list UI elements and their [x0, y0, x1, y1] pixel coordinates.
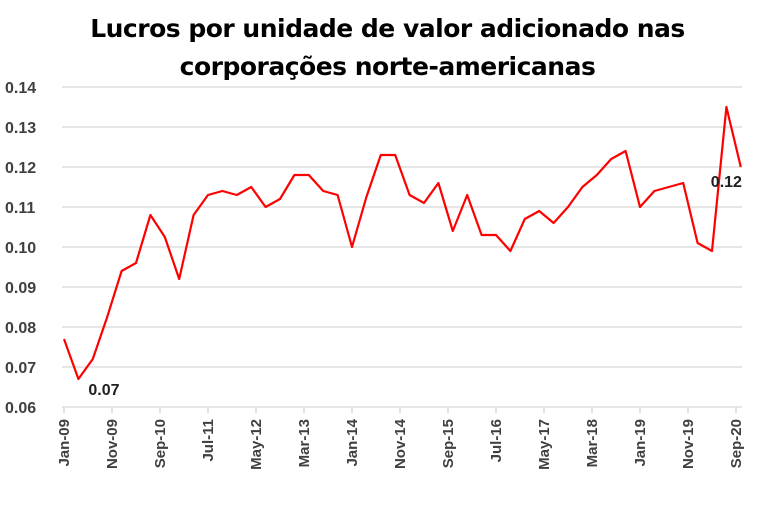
- y-tick-label: 0.10: [5, 240, 36, 257]
- y-tick-label: 0.09: [5, 280, 36, 297]
- y-tick-label: 0.12: [5, 160, 36, 177]
- x-tick-label: Mar-18: [584, 419, 601, 467]
- y-tick-label: 0.06: [5, 400, 36, 417]
- y-tick-label: 0.13: [5, 120, 36, 137]
- chart-title-line-2: corporações norte-americanas: [179, 52, 596, 81]
- x-tick-label: Sep-15: [440, 419, 457, 468]
- x-tick-label: Jan-14: [344, 418, 361, 466]
- chart-title-line-1: Lucros por unidade de valor adicionado n…: [90, 14, 685, 43]
- x-tick-label: May-12: [248, 419, 265, 470]
- x-tick-label: Nov-19: [680, 419, 697, 469]
- x-tick-label: Jul-11: [200, 419, 217, 462]
- x-tick-label: May-17: [536, 419, 553, 470]
- x-tick-label: Jul-16: [488, 419, 505, 462]
- x-tick-label: Sep-10: [152, 419, 169, 468]
- x-tick-label: Sep-20: [728, 419, 745, 468]
- y-tick-label: 0.08: [5, 320, 36, 337]
- y-tick-label: 0.14: [5, 80, 36, 97]
- y-tick-label: 0.07: [5, 360, 36, 377]
- data-label: 0.12: [711, 174, 742, 191]
- y-tick-label: 0.11: [5, 200, 35, 217]
- x-tick-label: Nov-09: [104, 419, 121, 469]
- x-tick-label: Nov-14: [392, 418, 409, 469]
- data-label: 0.07: [88, 382, 119, 399]
- data-series-line: [62, 105, 742, 381]
- x-tick-label: Mar-13: [296, 419, 313, 467]
- x-tick-label: Jan-19: [632, 419, 649, 467]
- x-tick-label: Jan-09: [56, 419, 73, 467]
